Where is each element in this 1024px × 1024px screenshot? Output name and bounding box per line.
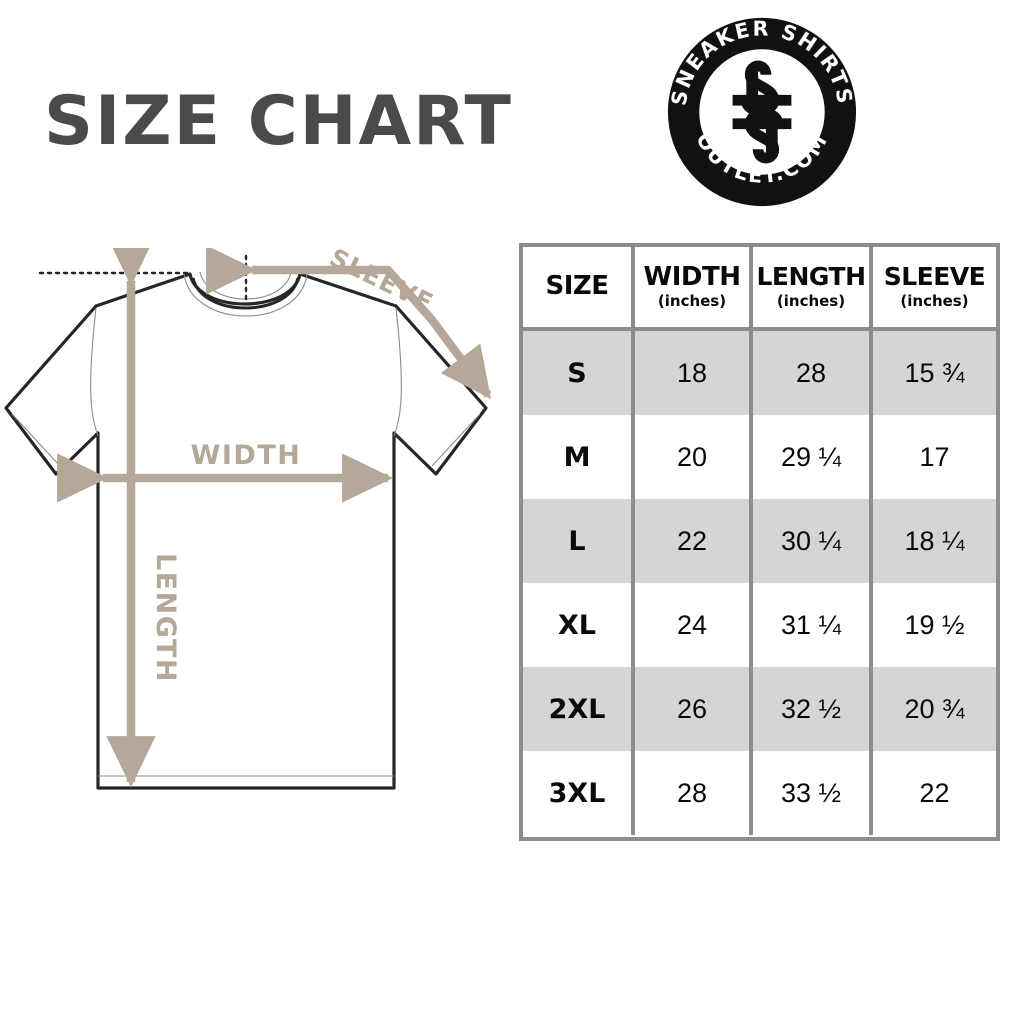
cell-length-value: 28 [795, 357, 827, 388]
sleeve-arrow [206, 245, 492, 400]
cell-length: 33 ½ [753, 751, 873, 835]
column-header-length: LENGTH (inches) [753, 247, 873, 327]
size-chart-table: SIZE WIDTH (inches) LENGTH (inches) SLEE… [519, 243, 1000, 841]
column-header-size-label: SIZE [545, 271, 609, 302]
cell-size-value: XL [557, 609, 597, 641]
shirt-outline [4, 272, 488, 790]
table-row: XL 24 31 ¼ 19 ½ [523, 583, 996, 667]
cell-length-value: 29 ¼ [780, 441, 842, 472]
cell-width-value: 26 [676, 693, 708, 724]
tshirt-measurement-diagram: WIDTH LENGTH SLEEVE [0, 235, 512, 848]
cell-width: 18 [635, 331, 753, 415]
cell-size-value: M [563, 441, 591, 473]
logo-monogram-icon [732, 60, 792, 164]
cell-length: 28 [753, 331, 873, 415]
cell-sleeve-value: 18 ¼ [904, 525, 965, 556]
table-row: M 20 29 ¼ 17 [523, 415, 996, 499]
cell-length-value: 32 ½ [780, 693, 842, 724]
cell-sleeve: 15 ¾ [873, 331, 996, 415]
cell-length-value: 33 ½ [780, 777, 842, 808]
table-row: 2XL 26 32 ½ 20 ¾ [523, 667, 996, 751]
cell-size: L [523, 499, 635, 583]
sneaker-shirts-outlet-logo: SNEAKER SHIRTS OUTLET.COM [664, 14, 860, 210]
table-row: S 18 28 15 ¾ [523, 331, 996, 415]
cell-size-value: 3XL [548, 777, 606, 809]
cell-sleeve: 17 [873, 415, 996, 499]
cell-sleeve-value: 19 ½ [904, 609, 965, 640]
cell-width: 24 [635, 583, 753, 667]
cell-width-value: 20 [676, 441, 708, 472]
cell-length-value: 31 ¼ [780, 609, 842, 640]
cell-size: 2XL [523, 667, 635, 751]
cell-length-value: 30 ¼ [780, 525, 842, 556]
cell-size: XL [523, 583, 635, 667]
column-header-sleeve: SLEEVE (inches) [873, 247, 996, 327]
page-title: SIZE CHART [44, 82, 513, 161]
cell-width-value: 24 [676, 609, 708, 640]
column-header-size: SIZE [523, 247, 635, 327]
cell-length: 30 ¼ [753, 499, 873, 583]
table-row: L 22 30 ¼ 18 ¼ [523, 499, 996, 583]
table-header-row: SIZE WIDTH (inches) LENGTH (inches) SLEE… [523, 247, 996, 331]
width-label: WIDTH [191, 440, 302, 471]
cell-sleeve: 22 [873, 751, 996, 835]
cell-length: 29 ¼ [753, 415, 873, 499]
cell-width-value: 18 [676, 357, 708, 388]
cell-width: 26 [635, 667, 753, 751]
cell-sleeve-value: 17 [919, 441, 950, 472]
cell-size: M [523, 415, 635, 499]
cell-size: 3XL [523, 751, 635, 835]
column-header-sleeve-unit: (inches) [900, 291, 969, 310]
column-header-length-label: LENGTH [756, 262, 867, 292]
cell-sleeve-value: 20 ¾ [904, 693, 965, 724]
column-header-width-label: WIDTH [643, 261, 741, 292]
table-row: 3XL 28 33 ½ 22 [523, 751, 996, 835]
cell-sleeve-value: 22 [919, 777, 950, 808]
length-label: LENGTH [150, 553, 181, 683]
logo-monogram-detail [746, 66, 778, 158]
cell-size-value: 2XL [548, 693, 606, 725]
cell-sleeve: 19 ½ [873, 583, 996, 667]
cell-width: 20 [635, 415, 753, 499]
measurement-arrows [57, 235, 492, 788]
cell-width: 28 [635, 751, 753, 835]
cell-length: 32 ½ [753, 667, 873, 751]
cell-size-value: L [568, 525, 586, 557]
cell-width: 22 [635, 499, 753, 583]
column-header-width: WIDTH (inches) [635, 247, 753, 327]
cell-size-value: S [567, 357, 587, 389]
cell-sleeve: 18 ¼ [873, 499, 996, 583]
column-header-length-unit: (inches) [776, 291, 846, 310]
column-header-sleeve-label: SLEEVE [883, 262, 986, 292]
cell-width-value: 22 [676, 525, 708, 556]
column-header-width-unit: (inches) [657, 292, 727, 311]
cell-sleeve: 20 ¾ [873, 667, 996, 751]
cell-width-value: 28 [676, 777, 708, 808]
cell-size: S [523, 331, 635, 415]
cell-length: 31 ¼ [753, 583, 873, 667]
cell-sleeve-value: 15 ¾ [904, 357, 965, 388]
